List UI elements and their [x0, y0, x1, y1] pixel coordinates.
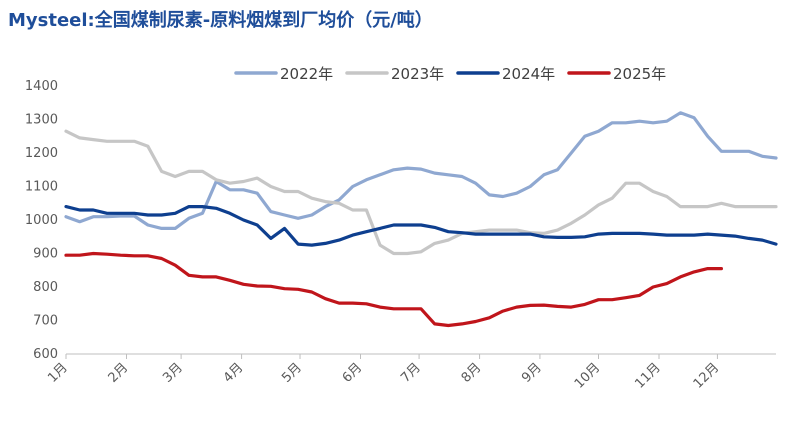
y-tick-label: 1000 [25, 213, 58, 228]
legend-label: 2023年 [391, 65, 444, 83]
legend-label: 2024年 [502, 65, 555, 83]
y-axis: 600 700 800 900 1000 1100 1200 1300 1400 [25, 79, 58, 362]
y-tick-label: 1400 [25, 79, 58, 94]
y-tick-label: 800 [33, 280, 58, 295]
legend-label: 2022年 [280, 65, 333, 83]
x-tick-label: 11月 [632, 360, 663, 391]
y-tick-label: 700 [33, 314, 58, 329]
y-tick-label: 600 [33, 347, 58, 362]
x-tick-label: 10月 [572, 360, 603, 391]
chart-title: Mysteel:全国煤制尿素-原料烟煤到厂均价（元/吨） [8, 10, 433, 31]
y-tick-label: 1200 [25, 146, 58, 161]
series-line-2022年 [64, 111, 778, 230]
legend: 2022年 2023年 2024年 2025年 [234, 65, 666, 83]
series-line-2025年 [64, 251, 724, 328]
y-tick-label: 1300 [25, 113, 58, 128]
x-tick-label: 9月 [519, 360, 545, 386]
y-tick-label: 900 [33, 247, 58, 262]
x-axis: 1月 2月 3月 4月 5月 6月 7月 8月 9月 10月 11月 12月 [45, 354, 722, 392]
x-tick-label: 12月 [691, 360, 722, 391]
x-tick-label: 2月 [106, 360, 132, 386]
x-tick-label: 1月 [45, 360, 71, 386]
x-tick-label: 5月 [279, 360, 305, 386]
legend-label: 2025年 [613, 65, 666, 83]
x-tick-label: 3月 [160, 360, 186, 386]
series-line-2023年 [64, 129, 778, 256]
x-tick-label: 4月 [221, 360, 247, 386]
x-tick-label: 8月 [459, 360, 485, 386]
x-tick-label: 7月 [398, 360, 424, 386]
series-layer [64, 111, 778, 328]
series-line-2024年 [64, 205, 778, 247]
y-tick-label: 1100 [25, 180, 58, 195]
x-tick-label: 6月 [340, 360, 366, 386]
